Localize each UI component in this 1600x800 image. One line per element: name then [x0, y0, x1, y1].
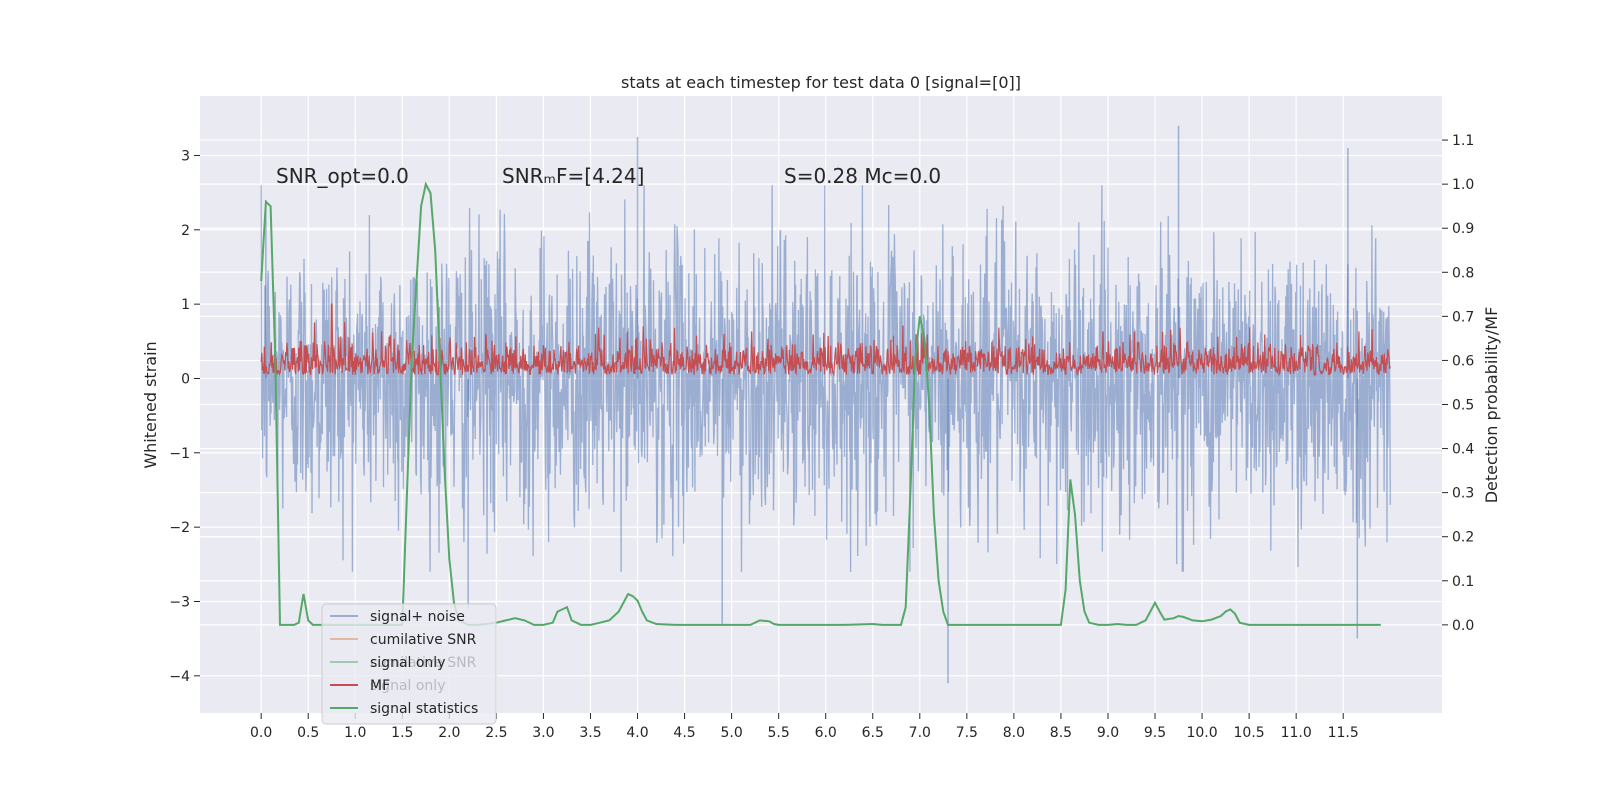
legend-label-signal-statistics: signal statistics: [370, 701, 478, 717]
x-tick-label: 1.0: [344, 725, 366, 741]
mf-line: [260, 303, 1391, 377]
x-tick-label: 4.5: [673, 725, 695, 741]
left-y-tick-label: −4: [169, 669, 190, 685]
mf-series: [260, 303, 1391, 377]
right-y-tick-label: 0.5: [1452, 398, 1474, 414]
right-y-tick-label: 0.3: [1452, 486, 1474, 502]
right-y-tick-label: 0.1: [1452, 574, 1474, 590]
x-tick-label: 7.5: [956, 725, 978, 741]
x-tick-label: 3.5: [579, 725, 601, 741]
x-tick-label: 8.5: [1050, 725, 1072, 741]
x-tick-label: 7.0: [909, 725, 931, 741]
right-y-tick-label: 0.4: [1452, 442, 1474, 458]
x-tick-label: 10.5: [1234, 725, 1265, 741]
right-y-tick-label: 0.6: [1452, 353, 1474, 369]
x-tick-label: 0.5: [297, 725, 319, 741]
chart-title: stats at each timestep for test data 0 […: [621, 73, 1021, 92]
legend-label-cumilative-snr: cumilative SNR: [370, 632, 477, 648]
x-tick-label: 11.5: [1328, 725, 1359, 741]
left-y-tick-label: −1: [169, 446, 190, 462]
legend-label-mf: MF: [370, 678, 390, 694]
x-tick-label: 11.0: [1281, 725, 1312, 741]
x-tick-label: 9.0: [1097, 725, 1119, 741]
x-tick-label: 6.0: [815, 725, 837, 741]
legend-ghost-cumilative-snr: cumilative SNR: [370, 655, 477, 671]
left-y-tick-label: 2: [181, 223, 190, 239]
left-y-tick-label: −3: [169, 594, 190, 610]
x-tick-label: 5.0: [720, 725, 742, 741]
snr-mf-annotation: SNRₘF=[4.24]: [502, 164, 644, 188]
legend: signal+ noise cumilative SNR cumilative …: [321, 603, 497, 725]
x-tick-label: 9.5: [1144, 725, 1166, 741]
x-tick-label: 0.0: [250, 725, 272, 741]
right-y-tick-label: 0.7: [1452, 309, 1474, 325]
y-axis-label-left: Whitened strain: [141, 341, 160, 468]
legend-label-signal-only: signal only: [370, 655, 445, 671]
right-y-tick-label: 0.0: [1452, 618, 1474, 634]
right-y-tick-label: 0.2: [1452, 530, 1474, 546]
left-y-tick-label: 0: [181, 371, 190, 387]
x-tick-label: 2.5: [485, 725, 507, 741]
x-tick-label: 2.0: [438, 725, 460, 741]
x-tick-label: 8.0: [1003, 725, 1025, 741]
legend-label-signal-noise: signal+ noise: [370, 609, 465, 625]
left-y-tick-label: 3: [181, 148, 190, 164]
right-y-tick-label: 0.9: [1452, 221, 1474, 237]
x-tick-label: 10.0: [1186, 725, 1217, 741]
x-tick-label: 1.5: [391, 725, 413, 741]
signal-statistics-series: [260, 181, 1381, 626]
x-tick-label: 3.0: [532, 725, 554, 741]
right-y-axis-ticks: 0.0 0.1 0.2 0.3 0.4 0.5 0.6 0.7 0.8 0.9 1.0 1.1: [1442, 133, 1474, 634]
s-mc-annotation: S=0.28 Mc=0.0: [784, 164, 941, 188]
right-y-tick-label: 1.0: [1452, 177, 1474, 193]
signal-statistics-line: [260, 181, 1381, 626]
left-y-tick-label: −2: [169, 520, 190, 536]
x-axis-ticks: 0.0 0.5 1.0 1.5 2.0 2.5 3.0 3.5 4.0 4.5 5.0 5.5 6.0 6…: [250, 713, 1359, 741]
x-tick-label: 5.5: [768, 725, 790, 741]
y-axis-label-right: Detection probability/MF: [1482, 307, 1501, 504]
right-y-tick-label: 1.1: [1452, 133, 1474, 149]
legend-box: [321, 603, 497, 725]
right-y-tick-label: 0.8: [1452, 265, 1474, 281]
left-y-axis-ticks: 3 2 1 0 −1 −2 −3 −4: [169, 148, 200, 685]
x-tick-label: 6.5: [862, 725, 884, 741]
snr-opt-annotation: SNR_opt=0.0: [276, 164, 409, 188]
legend-ghost-signal-only: signal only: [370, 678, 445, 694]
x-tick-label: 4.0: [626, 725, 648, 741]
left-y-tick-label: 1: [181, 297, 190, 313]
